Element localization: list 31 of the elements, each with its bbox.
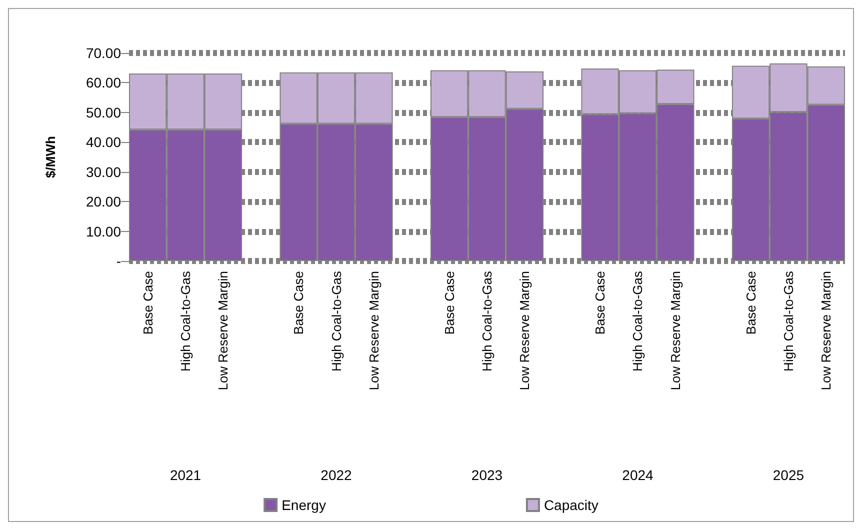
text: 2024 <box>622 467 654 483</box>
text: 2022 <box>320 467 352 483</box>
legend-label: Capacity <box>544 497 598 513</box>
x-tick-label: High Coal-to-Gas <box>178 270 194 372</box>
y-tick-label: 10.00 <box>86 223 122 240</box>
x-tick-label: Base Case <box>291 271 306 335</box>
y-tick-label: 40.00 <box>86 134 122 150</box>
x-tick-label: Low Reserve Margin <box>668 271 683 390</box>
x-tick-label: Base Case <box>140 271 156 335</box>
x-tick-label: Low Reserve Margin <box>366 271 382 390</box>
y-tick-label: 30.00 <box>86 164 122 180</box>
x-tick-label: Base Case <box>592 271 608 335</box>
y-axis-title: $/MWh <box>43 136 58 178</box>
y-tick-label: - <box>116 253 122 269</box>
x-tick-label: High Coal-to-Gas <box>630 270 646 372</box>
x-tick-label: Base Case <box>442 271 457 335</box>
x-tick-label: Low Reserve Margin <box>517 271 532 390</box>
x-tick-label: Low Reserve Margin <box>818 271 834 390</box>
x-tick-label: High Coal-to-Gas <box>480 270 494 372</box>
x-tick-label: High Coal-to-Gas <box>328 270 344 372</box>
text: 2025 <box>772 467 804 483</box>
x-tick-label: Low Reserve Margin <box>216 271 231 390</box>
text: 2023 <box>471 467 503 483</box>
x-tick-label: High Coal-to-Gas <box>780 270 796 372</box>
legend-label: Energy <box>282 497 326 513</box>
x-tick-label: Base Case <box>743 271 758 335</box>
y-tick-label: 60.00 <box>86 74 122 91</box>
y-tick-label: 70.00 <box>86 45 122 61</box>
y-tick-label: 20.00 <box>86 194 122 210</box>
y-tick-label: 50.00 <box>86 104 122 120</box>
text: 2021 <box>170 467 202 483</box>
